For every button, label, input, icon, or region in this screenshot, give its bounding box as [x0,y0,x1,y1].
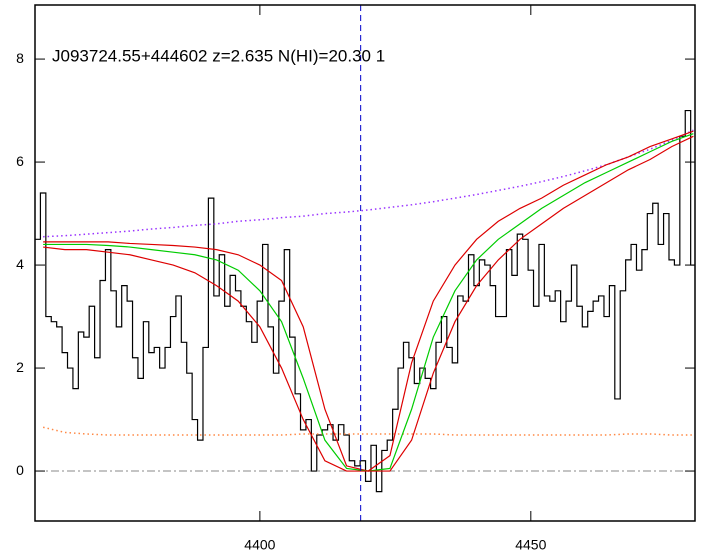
annotation: J093724.55+444602 z=2.635 N(HI)=20.30 1 [52,46,385,65]
x-tick-label: 4400 [244,537,275,553]
y-tick-label: 2 [16,359,24,375]
series-group [35,5,695,521]
model-line [43,135,694,472]
flux-line [35,109,695,493]
model-line [43,129,694,238]
y-tick-label: 8 [16,50,24,66]
y-tick-label: 6 [16,153,24,169]
plot-frame [34,4,696,522]
y-tick-label: 0 [16,462,24,478]
model-line [42,426,694,436]
y-tick-label: 4 [16,256,24,272]
plot-area [35,5,695,521]
x-tick-label: 4450 [515,537,546,553]
